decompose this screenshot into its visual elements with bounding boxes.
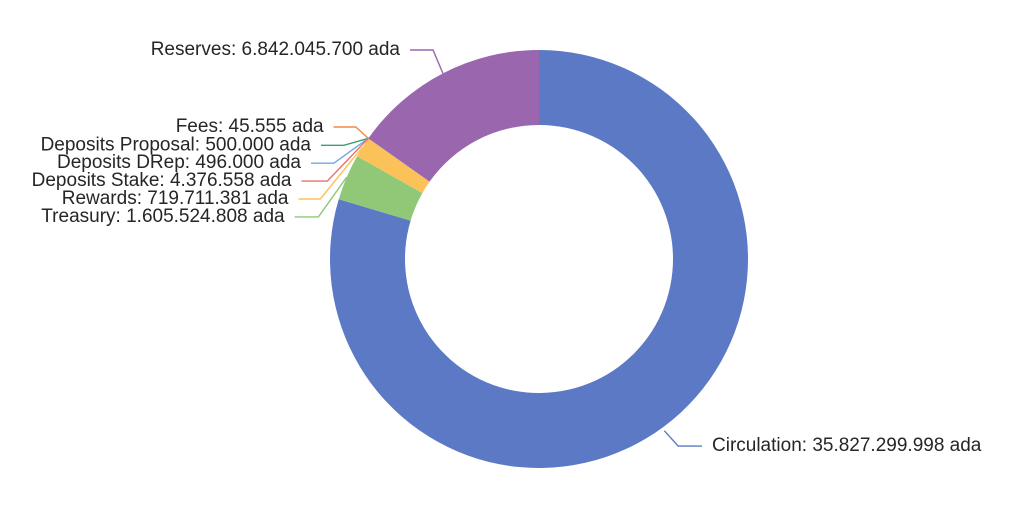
- svg-text:Reserves: 6.842.045.700 ada: Reserves: 6.842.045.700 ada: [151, 39, 401, 60]
- svg-text:Treasury: 1.605.524.808 ada: Treasury: 1.605.524.808 ada: [41, 206, 285, 227]
- svg-text:Circulation: 35.827.299.998 ad: Circulation: 35.827.299.998 ada: [712, 435, 982, 456]
